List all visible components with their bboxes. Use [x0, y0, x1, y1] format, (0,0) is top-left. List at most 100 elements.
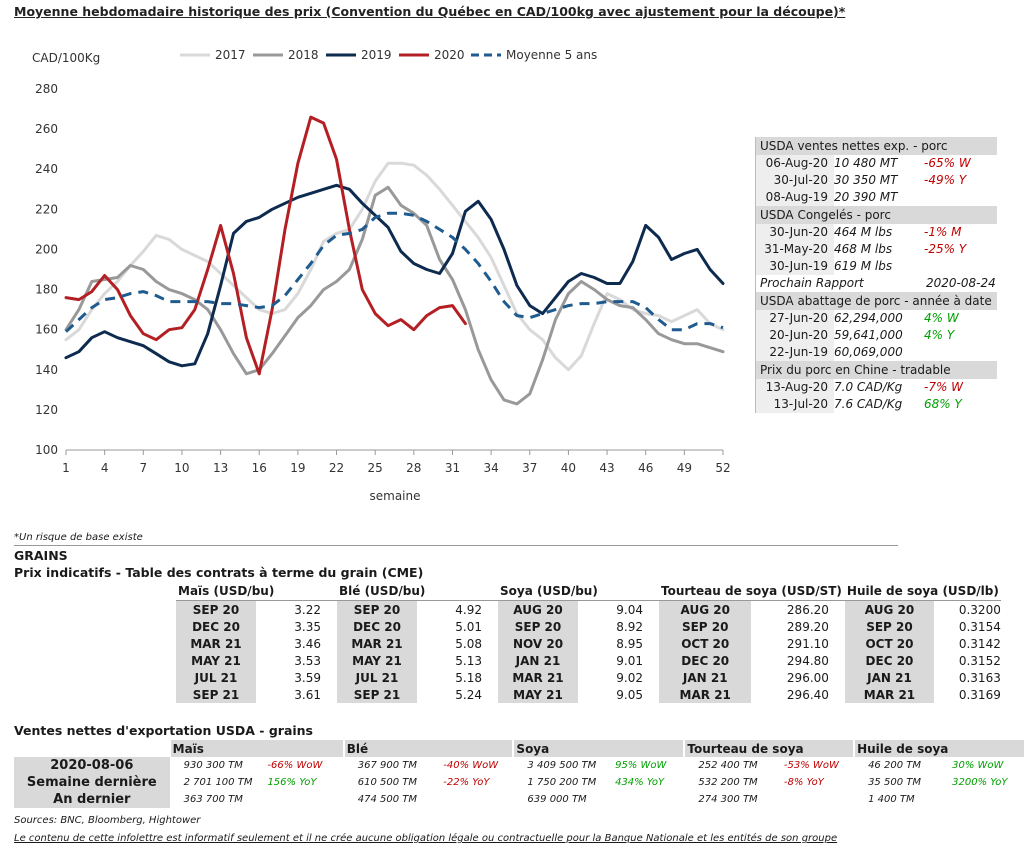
x-tick-label: 7 — [139, 461, 147, 475]
exports-row: 2020-08-06 930 300 TM -66% WoW 367 900 TM -4… — [14, 757, 1024, 774]
y-tick-label: 240 — [35, 162, 58, 176]
exports-header-blank — [14, 740, 170, 757]
exports-header: Huile de soya — [853, 740, 1024, 757]
x-tick-label: 28 — [406, 461, 421, 475]
contract-price: 294.80 — [786, 653, 829, 668]
exports-title: Ventes nettes d'exportation USDA - grain… — [14, 723, 313, 738]
page-title: Moyenne hebdomadaire historique des prix… — [14, 4, 846, 19]
futures-title: Prix indicatifs - Table des contrats à t… — [14, 565, 424, 580]
exports-change — [441, 791, 513, 808]
y-tick-label: 100 — [35, 443, 58, 457]
contract-month: DEC 20 — [843, 652, 935, 669]
contract-month: SEP 20 — [176, 600, 256, 618]
contract-price: 3.61 — [294, 687, 321, 702]
side-value: 619 M lbs — [834, 259, 893, 273]
contract-month: MAR 21 — [497, 669, 578, 686]
side-row: 20-Jun-20 59,641,000 4% Y — [756, 327, 997, 344]
sources-note: Sources: BNC, Bloomberg, Hightower — [14, 815, 201, 826]
side-row: 13-Aug-20 7.0 CAD/Kg -7% W — [756, 379, 997, 396]
exports-change — [950, 791, 1024, 808]
legend-label: 2017 — [215, 48, 246, 62]
side-row: 06-Aug-20 10 480 MT -65% W — [756, 155, 997, 172]
side-change: -25% Y — [924, 242, 967, 256]
side-date: 13-Aug-20 — [756, 379, 834, 396]
contract-price: 8.95 — [616, 636, 643, 651]
contract-price: 3.59 — [294, 670, 321, 685]
contract-price: 5.24 — [455, 687, 482, 702]
contract-month: AUG 20 — [497, 600, 578, 618]
exports-volume: 930 300 TM — [183, 760, 243, 771]
exports-change: -22% YoY — [443, 777, 490, 788]
exports-change: -8% YoY — [783, 777, 824, 788]
side-change: -7% W — [924, 380, 964, 394]
side-value: 10 480 MT — [834, 156, 898, 170]
contract-month: SEP 21 — [336, 686, 417, 703]
futures-row: SEP 20 3.22 SEP 20 4.92 AUG 20 9.04 AUG 20 286.… — [176, 600, 1001, 618]
contract-month: MAY 21 — [497, 686, 578, 703]
side-value: 468 M lbs — [834, 242, 893, 256]
side-change: 4% Y — [924, 328, 955, 342]
x-tick-label: 1 — [62, 461, 70, 475]
exports-volume: 639 000 TM — [527, 794, 587, 805]
next-report-label: Prochain Rapport — [760, 276, 864, 290]
contract-price: 286.20 — [786, 602, 829, 617]
y-tick-label: 200 — [35, 242, 58, 256]
exports-volume: 363 700 TM — [183, 794, 243, 805]
contract-price: 296.00 — [786, 670, 829, 685]
side-section-header: USDA ventes nettes exp. - porc — [756, 137, 997, 155]
x-tick-label: 49 — [677, 461, 692, 475]
contract-price: 4.92 — [455, 602, 482, 617]
contract-price: 3.46 — [294, 636, 321, 651]
side-row: 08-Aug-19 20 390 MT — [756, 189, 997, 206]
chart-grid — [65, 449, 724, 455]
futures-header: Soya (USD/bu) — [497, 582, 659, 601]
contract-price: 0.3163 — [958, 670, 1001, 685]
x-tick-label: 34 — [483, 461, 498, 475]
contract-price: 5.01 — [455, 619, 482, 634]
exports-change: -40% WoW — [443, 760, 499, 771]
exports-header: Maïs — [168, 740, 344, 757]
series-line-2017 — [64, 161, 725, 372]
contract-price: 3.22 — [294, 602, 321, 617]
exports-volume: 1 750 200 TM — [527, 777, 597, 788]
side-change — [924, 189, 990, 206]
y-tick-label: 160 — [35, 323, 58, 337]
futures-row: DEC 20 3.35 DEC 20 5.01 SEP 20 8.92 SEP 20 289.… — [176, 618, 1001, 635]
contract-price: 9.02 — [616, 670, 643, 685]
contract-month: DEC 20 — [176, 618, 256, 635]
contract-month: MAY 21 — [176, 652, 256, 669]
contract-price: 0.3169 — [958, 687, 1001, 702]
series-line-2019 — [64, 183, 725, 368]
side-date: 08-Aug-19 — [756, 189, 834, 206]
side-row: 30-Jun-19 619 M lbs — [756, 258, 997, 275]
contract-month: NOV 20 — [497, 635, 578, 652]
futures-header: Tourteau de soya (USD/ST) — [658, 582, 845, 601]
contract-price: 5.13 — [455, 653, 482, 668]
x-tick-label: 46 — [638, 461, 653, 475]
contract-price: 9.04 — [616, 602, 643, 617]
side-row: 13-Jul-20 7.6 CAD/Kg 68% Y — [756, 396, 997, 413]
side-value: 60,069,000 — [834, 345, 903, 359]
exports-row-label: An dernier — [14, 791, 170, 808]
y-tick-labels: 100 120 140 160 180 200 220 240 260 280 — [35, 82, 58, 457]
exports-volume: 3 409 500 TM — [527, 760, 597, 771]
side-change — [924, 258, 990, 275]
x-tick-label: 16 — [252, 461, 267, 475]
exports-change: 3200% YoY — [952, 777, 1008, 788]
x-tick-label: 25 — [368, 461, 383, 475]
exports-row-label: 2020-08-06 — [14, 757, 170, 774]
side-date: 20-Jun-20 — [756, 327, 834, 344]
futures-header: Blé (USD/bu) — [336, 582, 498, 601]
side-section-header: USDA abattage de porc - année à date — [756, 292, 997, 310]
contract-price: 0.3142 — [958, 636, 1001, 651]
contract-month: OCT 20 — [843, 635, 935, 652]
legend-label: 2018 — [288, 48, 319, 62]
legend-label: 2020 — [434, 48, 465, 62]
contract-month: SEP 20 — [843, 618, 935, 635]
price-line-chart: 100 120 140 160 180 200 220 240 260 280 1 4 7 10 13 16… — [32, 48, 731, 503]
x-tick-label: 4 — [101, 461, 109, 475]
y-tick-label: 220 — [35, 202, 58, 216]
side-value: 62,294,000 — [834, 311, 903, 325]
futures-row: MAY 21 3.53 MAY 21 5.13 JAN 21 9.01 DEC 20 294.… — [176, 652, 1001, 669]
exports-change: -53% WoW — [783, 760, 839, 771]
